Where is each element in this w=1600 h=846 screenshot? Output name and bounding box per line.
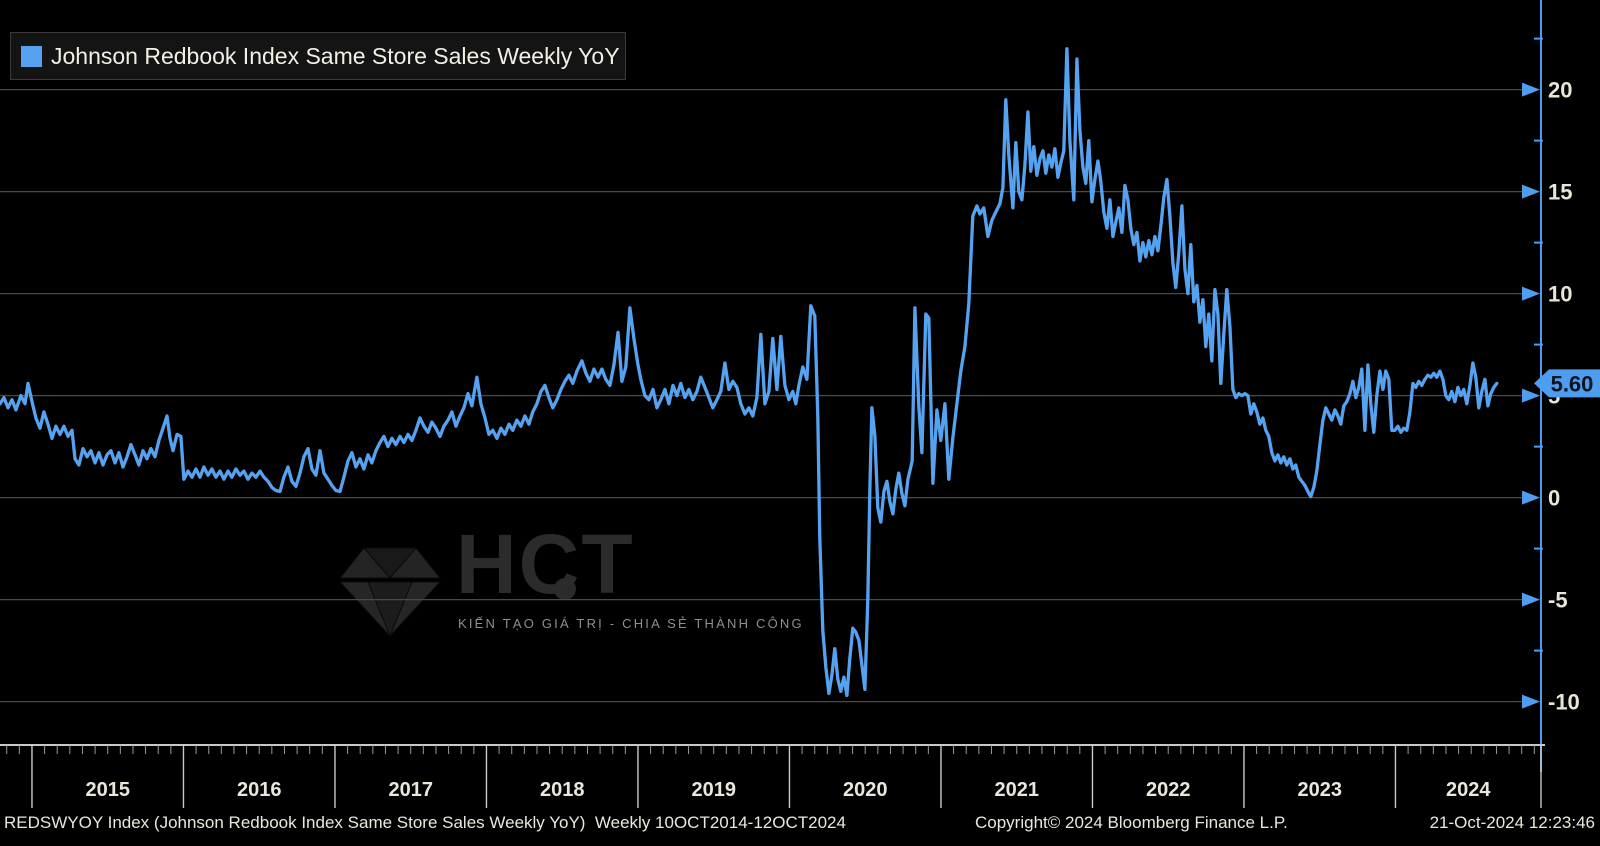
series-line: [0, 47, 1499, 698]
gridline-arrow-icon: [1522, 592, 1540, 607]
gridline-arrow-icon: [1522, 286, 1540, 301]
gridline-arrow-icon: [1522, 694, 1540, 709]
series-color-swatch-icon: [21, 45, 42, 67]
y-axis-label: 0: [1548, 486, 1560, 511]
y-axis-label: 15: [1548, 180, 1572, 205]
x-axis-year-label: 2023: [1297, 779, 1342, 801]
y-axis-label: 20: [1548, 78, 1572, 103]
status-bar: REDSWYOY Index (Johnson Redbook Index Sa…: [0, 806, 1600, 846]
y-axis-label: -10: [1548, 690, 1580, 715]
timestamp: 21-Oct-2024 12:23:46: [1429, 813, 1595, 832]
diamond-logo-icon: [338, 547, 442, 638]
gridline-arrow-icon: [1522, 490, 1540, 505]
gridline-arrow-icon: [1522, 82, 1540, 97]
x-axis-year-label: 2020: [843, 779, 888, 801]
x-axis-year-label: 2021: [994, 779, 1039, 801]
watermark-c-dot: [554, 578, 576, 600]
hct-watermark: HCT KIẾN TẠO GIÁ TRỊ - CHIA SẺ THÀNH CÔN…: [338, 522, 908, 644]
x-axis-year-label: 2016: [237, 779, 282, 801]
gridline-arrow-icon: [1522, 388, 1540, 403]
x-axis-year-label: 2018: [540, 779, 585, 801]
watermark-tagline: KIẾN TẠO GIÁ TRỊ - CHIA SẺ THÀNH CÔNG: [458, 616, 804, 631]
x-axis-year-label: 2015: [85, 779, 130, 801]
last-value-badge-label: 5.60: [1551, 371, 1594, 396]
gridline-arrow-icon: [1522, 184, 1540, 199]
y-axis-label: -5: [1548, 588, 1568, 613]
y-axis-label: 10: [1548, 282, 1572, 307]
x-axis-year-label: 2024: [1446, 779, 1491, 801]
x-axis-year-label: 2019: [691, 779, 736, 801]
copyright-text: Copyright© 2024 Bloomberg Finance L.P.: [975, 813, 1288, 832]
x-axis-year-label: 2017: [388, 779, 433, 801]
watermark-brand: HCT: [456, 517, 635, 611]
legend-label: Johnson Redbook Index Same Store Sales W…: [51, 42, 620, 69]
last-value-badge: [1534, 369, 1600, 398]
legend-box: Johnson Redbook Index Same Store Sales W…: [10, 32, 626, 80]
ticker-description: REDSWYOY Index (Johnson Redbook Index Sa…: [4, 813, 846, 832]
x-axis-year-label: 2022: [1146, 779, 1191, 801]
